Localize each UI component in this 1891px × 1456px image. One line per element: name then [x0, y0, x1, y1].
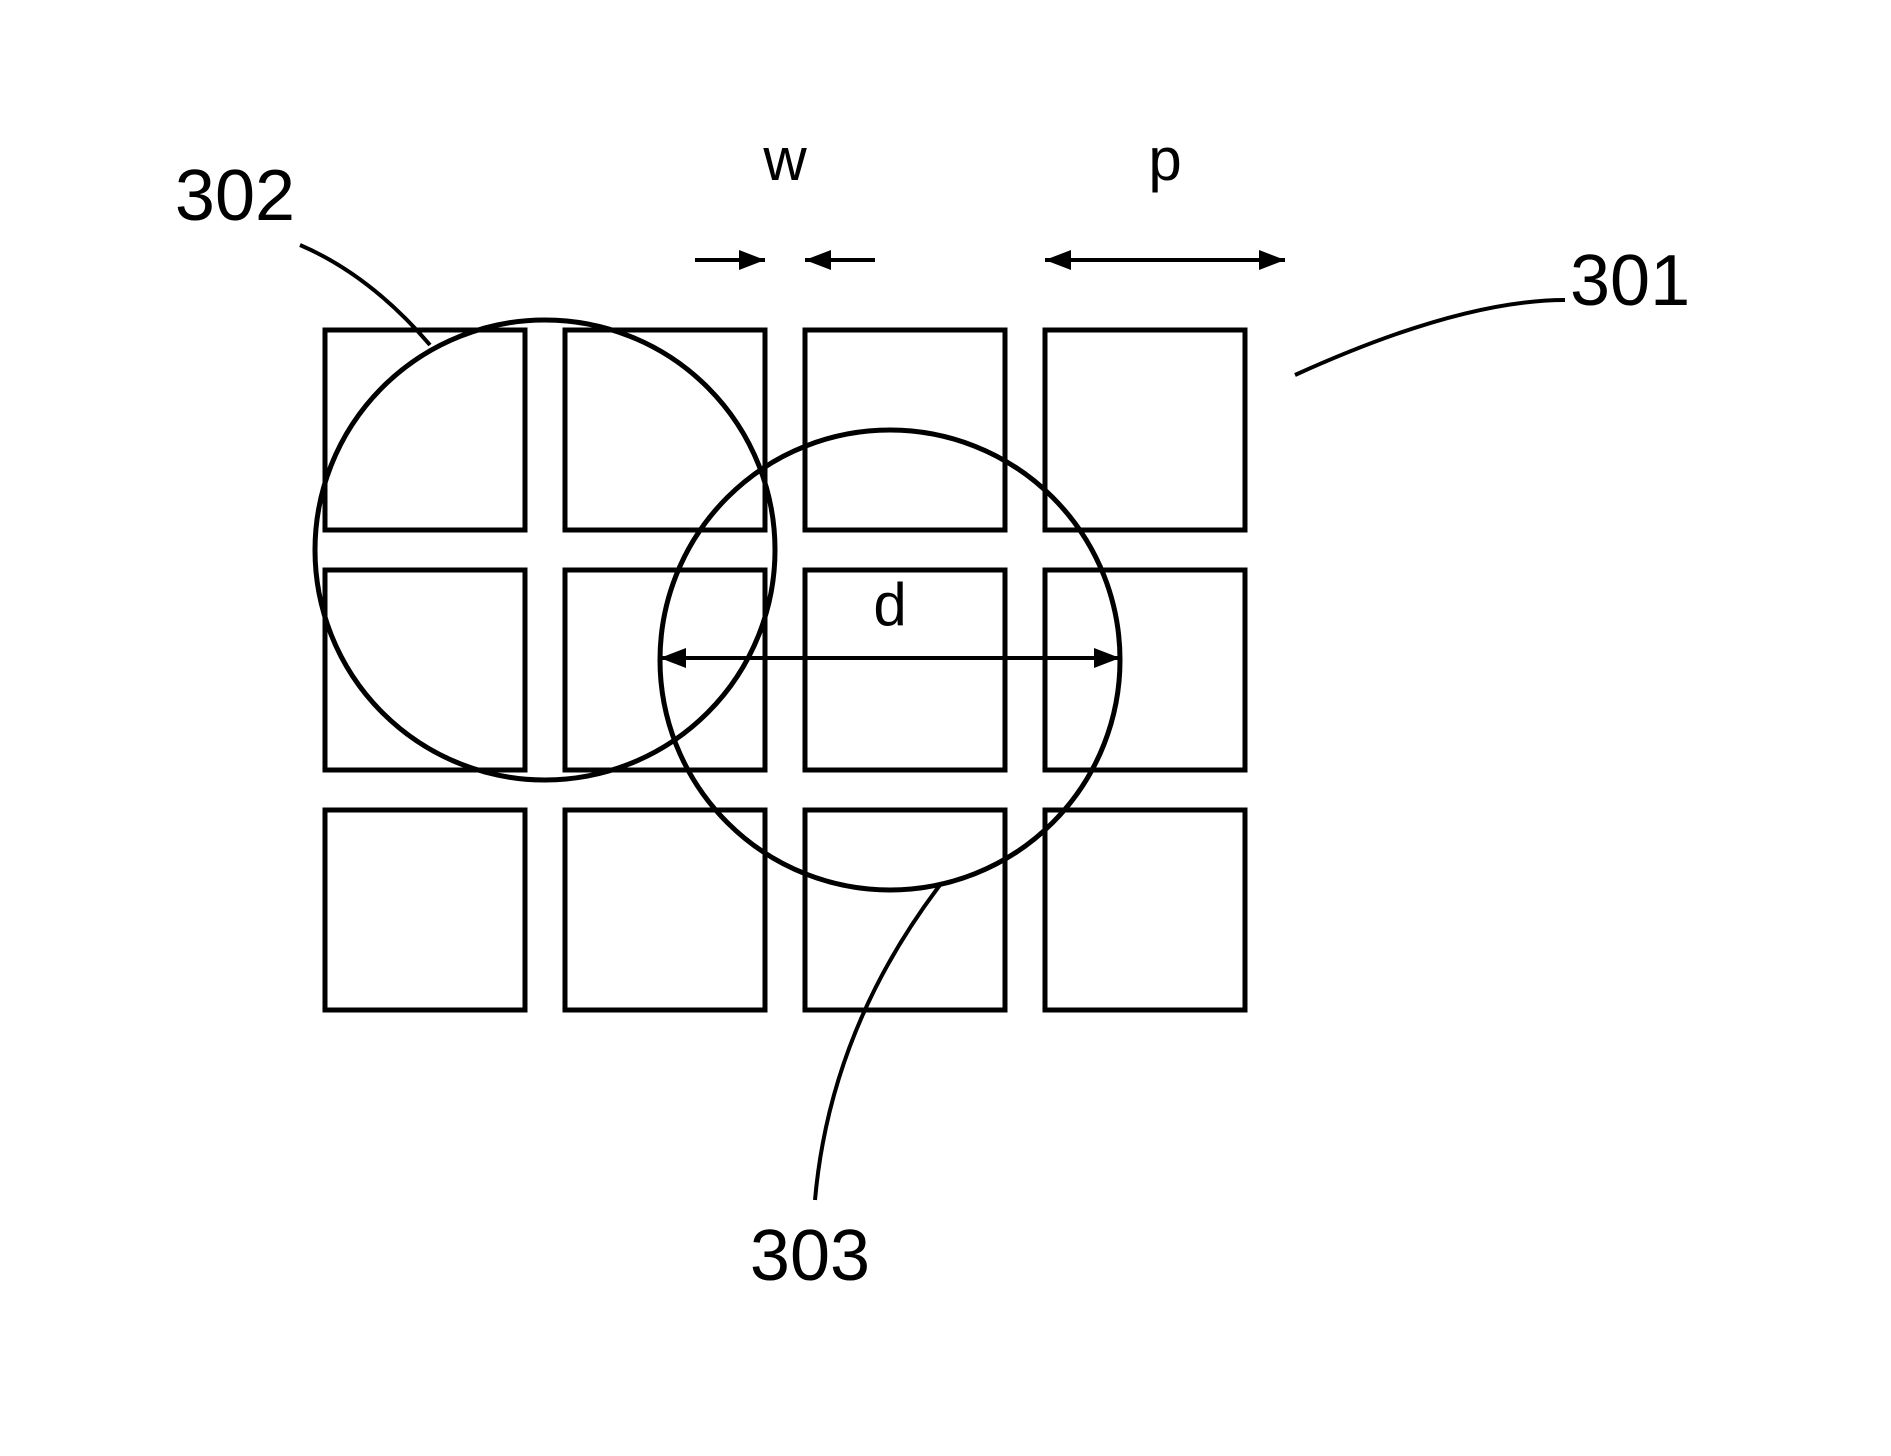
callout-leader — [1295, 300, 1565, 375]
grid-cell — [325, 810, 525, 1010]
arrowhead-icon — [805, 250, 831, 270]
callout-303: 303 — [750, 885, 940, 1296]
dim-p-text: p — [1148, 126, 1181, 193]
grid-cell — [565, 570, 765, 770]
grid-cell — [1045, 810, 1245, 1010]
arrowhead-icon — [739, 250, 765, 270]
grid-cell — [325, 570, 525, 770]
grid-cell — [325, 330, 525, 530]
dim-w-text: w — [762, 126, 807, 193]
pixel-grid — [325, 330, 1245, 1010]
grid-cell — [805, 810, 1005, 1010]
callout-301-text: 301 — [1570, 241, 1690, 321]
dim-d-text: d — [873, 571, 906, 638]
arrowhead-icon — [1094, 648, 1120, 668]
grid-cell — [1045, 570, 1245, 770]
callout-302: 302 — [175, 156, 430, 345]
grid-cell — [565, 810, 765, 1010]
dimension-w: w — [695, 126, 875, 270]
grid-cell — [1045, 330, 1245, 530]
arrowhead-icon — [660, 648, 686, 668]
grid-cell — [565, 330, 765, 530]
arrowhead-icon — [1259, 250, 1285, 270]
dimension-p: p — [1045, 126, 1285, 270]
beam-spot-302 — [315, 320, 775, 780]
arrowhead-icon — [1045, 250, 1071, 270]
callout-leader — [815, 885, 940, 1200]
callout-301: 301 — [1295, 241, 1690, 375]
dimension-d: d — [660, 571, 1120, 668]
callout-302-text: 302 — [175, 156, 295, 236]
callout-303-text: 303 — [750, 1216, 870, 1296]
